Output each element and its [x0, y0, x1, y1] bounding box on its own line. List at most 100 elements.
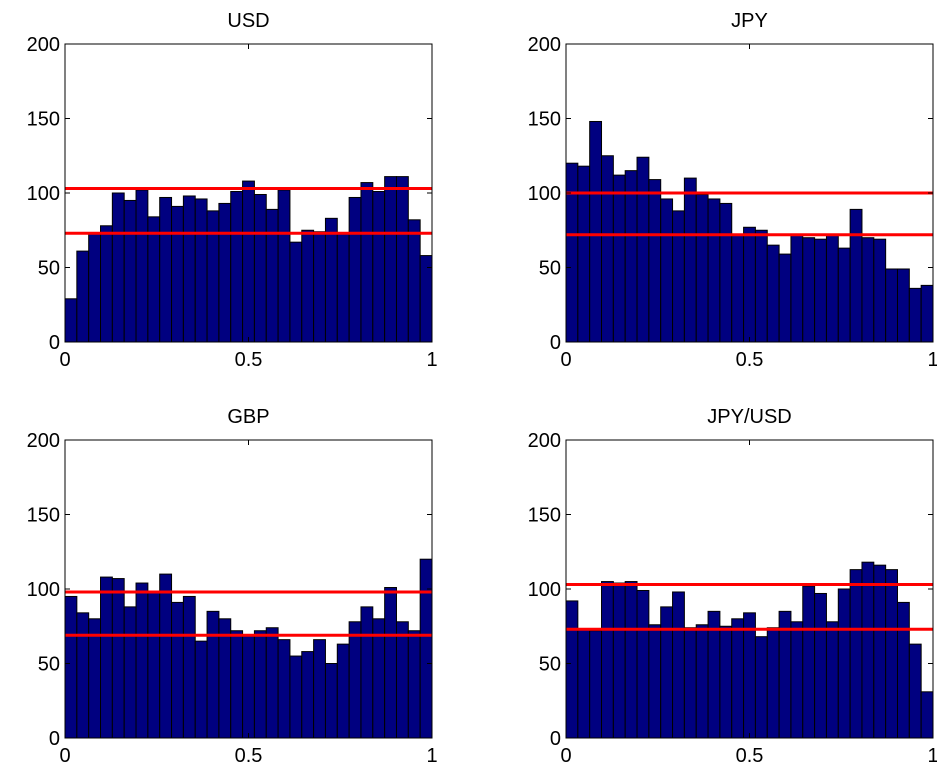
- chart-title: JPY: [731, 10, 768, 32]
- y-tick-label: 0: [49, 728, 60, 750]
- histogram-bar: [825, 621, 839, 739]
- histogram-bar: [301, 651, 315, 739]
- histogram-bar: [672, 591, 685, 739]
- histogram-bar: [648, 179, 662, 343]
- histogram-bar: [837, 588, 851, 739]
- chart-title: GBP: [227, 406, 269, 428]
- histogram-bar: [135, 189, 149, 343]
- histogram-bar: [100, 576, 113, 739]
- histogram-bar: [230, 630, 244, 739]
- histogram-bar: [147, 216, 161, 343]
- histogram-bar: [265, 208, 279, 343]
- x-tick-label: 1: [426, 745, 437, 767]
- histogram-bar: [100, 225, 113, 343]
- histogram-bar: [778, 253, 792, 343]
- histogram-bar: [601, 155, 614, 343]
- histogram-bar: [589, 630, 603, 739]
- histogram-bar: [242, 180, 255, 343]
- histogram-bar: [324, 217, 338, 343]
- histogram-bar: [289, 655, 303, 739]
- subplot-3: 0 50 100 150 200 0 0.5 1 JPY/USD: [528, 406, 937, 767]
- histogram-bar: [837, 247, 851, 343]
- histogram-bar: [313, 639, 326, 739]
- histogram-bar: [76, 612, 90, 739]
- y-tick-label: 150: [27, 109, 60, 131]
- y-tick-label: 0: [550, 332, 561, 354]
- histogram-bar: [802, 237, 816, 343]
- histogram-bar: [171, 601, 184, 739]
- subplot-0: 0 50 100 150 200 0 0.5 1 USD: [27, 10, 438, 371]
- histogram-bar: [360, 606, 374, 739]
- histogram-bar: [589, 120, 603, 343]
- chart-title: JPY/USD: [707, 406, 791, 428]
- histogram-bar: [395, 176, 409, 343]
- histogram-bar: [660, 198, 674, 343]
- y-tick-label: 200: [27, 430, 60, 452]
- histogram-bar: [159, 196, 173, 343]
- histogram-bar: [384, 587, 397, 739]
- y-tick-label: 0: [550, 728, 561, 750]
- x-tick-label: 0.5: [235, 745, 263, 767]
- y-tick-label: 100: [528, 579, 561, 601]
- histogram-bar: [861, 561, 875, 739]
- histogram-bar: [695, 624, 709, 739]
- histogram-bar: [885, 569, 898, 739]
- histogram-bar: [182, 195, 196, 343]
- histogram-bar: [348, 621, 362, 739]
- histogram-bar: [313, 231, 326, 343]
- histogram-bar: [289, 241, 303, 343]
- histogram-bar: [672, 210, 685, 343]
- histogram-bar: [624, 170, 638, 343]
- histogram-bar: [624, 581, 638, 739]
- y-tick-label: 200: [27, 34, 60, 56]
- histogram-bar: [601, 581, 614, 739]
- histogram-bar: [731, 234, 745, 343]
- histogram-bar: [111, 578, 125, 739]
- x-tick-label: 0: [59, 349, 70, 371]
- histogram-bar: [636, 156, 650, 343]
- histogram-bar: [790, 621, 804, 739]
- histogram-bar: [754, 636, 768, 739]
- histogram-bar: [419, 558, 433, 739]
- histogram-bar: [695, 193, 709, 343]
- x-tick-label: 0: [560, 349, 571, 371]
- histogram-bar: [908, 643, 922, 739]
- histogram-bar: [565, 600, 579, 739]
- x-tick-label: 1: [426, 349, 437, 371]
- histogram-bar: [825, 234, 839, 343]
- histogram-bar: [348, 196, 362, 343]
- chart-title: USD: [227, 10, 269, 32]
- y-tick-label: 150: [528, 109, 561, 131]
- histogram-bar: [743, 612, 756, 739]
- histogram-bar: [790, 234, 804, 343]
- x-tick-label: 0: [59, 745, 70, 767]
- histogram-bar: [920, 284, 934, 343]
- histogram-bar: [849, 208, 863, 343]
- y-tick-label: 150: [27, 505, 60, 527]
- y-tick-label: 150: [528, 505, 561, 527]
- histogram-bar: [194, 640, 208, 739]
- x-tick-label: 0.5: [235, 349, 263, 371]
- histogram-bar: [612, 174, 626, 343]
- y-tick-label: 100: [27, 579, 60, 601]
- histogram-bar: [159, 573, 173, 739]
- y-tick-label: 100: [27, 183, 60, 205]
- x-tick-label: 1: [927, 349, 937, 371]
- histogram-bar: [360, 182, 374, 343]
- y-tick-label: 50: [539, 654, 561, 676]
- subplot-2: 0 50 100 150 200 0 0.5 1 GBP: [27, 406, 438, 767]
- histogram-bar: [242, 634, 255, 739]
- histogram-bar: [395, 621, 409, 739]
- x-tick-label: 1: [927, 745, 937, 767]
- histogram-bar: [135, 582, 149, 739]
- histogram-bar: [182, 595, 196, 739]
- x-tick-label: 0.5: [736, 745, 764, 767]
- y-tick-label: 50: [38, 654, 60, 676]
- histogram-bar: [908, 287, 922, 343]
- histogram-bar: [896, 601, 910, 739]
- histogram-bar: [719, 202, 733, 343]
- histogram-bar: [147, 591, 161, 739]
- histogram-bar: [754, 229, 768, 343]
- histogram-bar: [766, 244, 780, 343]
